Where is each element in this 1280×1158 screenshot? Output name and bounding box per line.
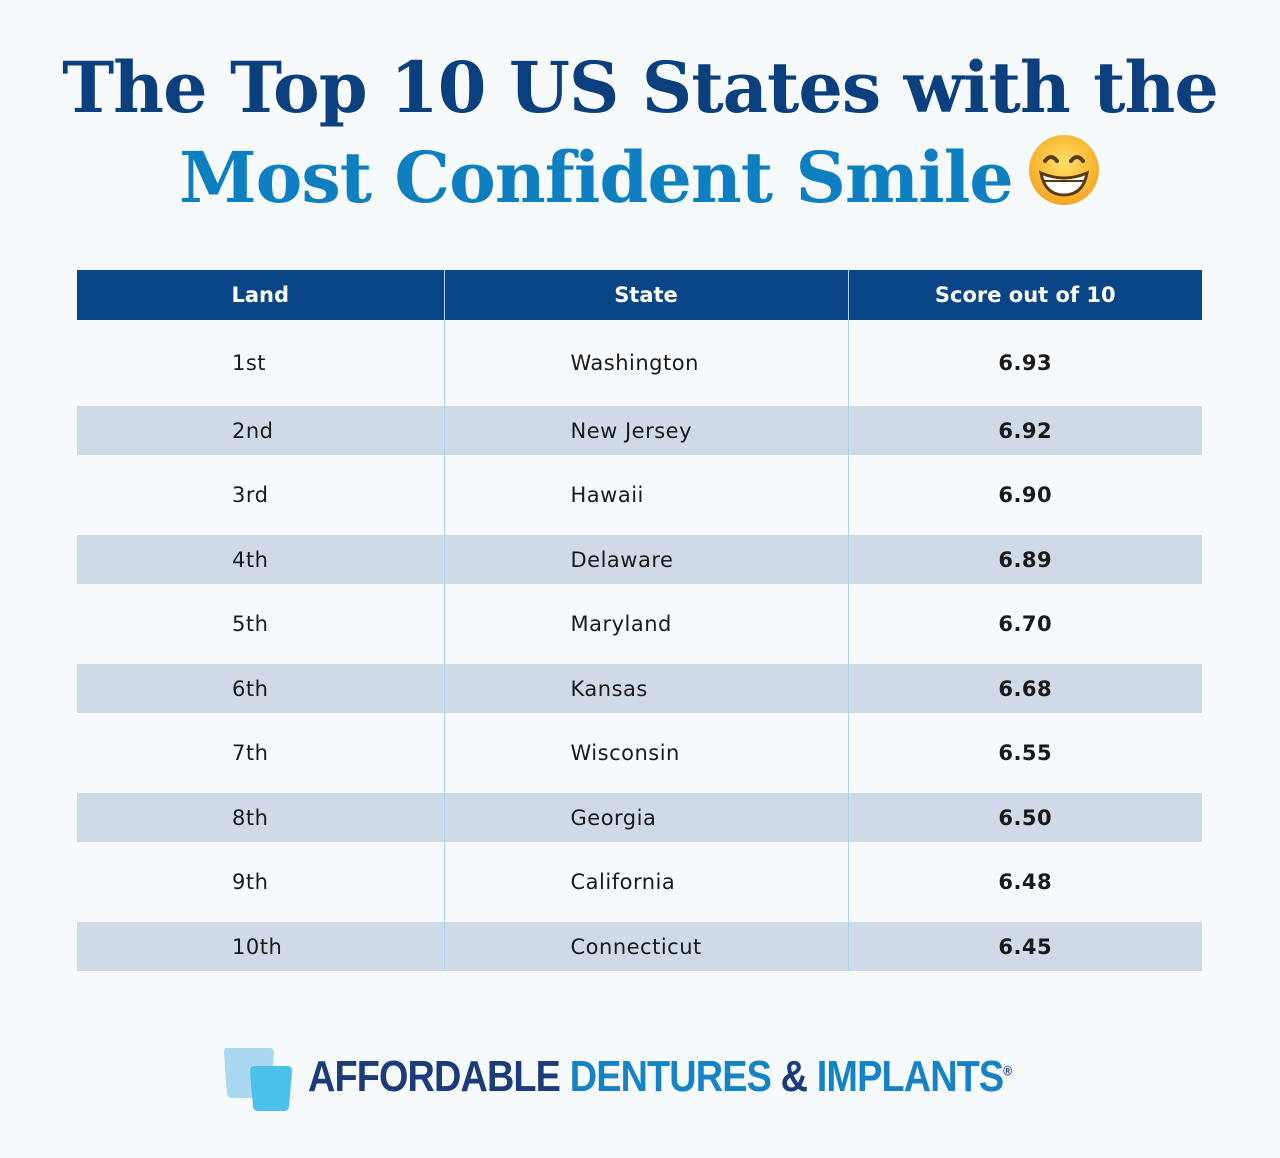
rank-cell: 3rd <box>77 455 445 535</box>
rank-cell: 1st <box>77 320 445 406</box>
header-score: Score out of 10 <box>848 270 1202 320</box>
title-line-2: Most Confident Smile <box>0 133 1280 230</box>
state-cell: Georgia <box>444 793 849 842</box>
state-cell: Maryland <box>444 584 849 664</box>
table-row: 9th California 6.48 <box>77 842 1202 922</box>
title-line-2-text: Most Confident Smile <box>179 136 1014 219</box>
score-cell: 6.48 <box>998 870 1053 894</box>
table-row: 10th Connecticut 6.45 <box>77 922 1202 971</box>
score-cell: 6.68 <box>848 664 1202 713</box>
rank-cell: 2nd <box>77 406 445 455</box>
rank-cell: 9th <box>77 842 445 922</box>
state-cell: Wisconsin <box>444 713 849 793</box>
brand-part-1: AFFORDABLE <box>308 1052 561 1101</box>
table-row: 5th Maryland 6.70 <box>77 584 1202 664</box>
score-cell: 6.50 <box>848 793 1202 842</box>
rank-cell: 6th <box>77 664 445 713</box>
table-row: 7th Wisconsin 6.55 <box>77 713 1202 793</box>
score-cell: 6.92 <box>848 406 1202 455</box>
table-header: Land State Score out of 10 <box>77 270 1202 320</box>
tooth-logo-icon <box>224 1048 292 1111</box>
table-row: 2nd New Jersey 6.92 <box>77 406 1202 455</box>
table-row: 3rd Hawaii 6.90 <box>77 455 1202 535</box>
state-cell: New Jersey <box>444 406 849 455</box>
brand-part-2: DENTURES <box>569 1052 772 1101</box>
state-cell: Connecticut <box>444 922 849 971</box>
brand-amp: & <box>780 1052 808 1101</box>
brand-logo: AFFORDABLE DENTURES & IMPLANTS® <box>222 1046 1082 1112</box>
grinning-face-icon <box>1027 133 1101 224</box>
state-cell: Kansas <box>444 664 849 713</box>
brand-part-3: IMPLANTS <box>816 1052 1004 1101</box>
brand-name: AFFORDABLE DENTURES & IMPLANTS® <box>308 1052 1012 1102</box>
table-row: 4th Delaware 6.89 <box>77 535 1202 584</box>
score-cell: 6.70 <box>998 612 1053 636</box>
rank-cell: 10th <box>77 922 445 971</box>
rank-cell: 5th <box>77 584 445 664</box>
score-cell: 6.90 <box>998 483 1053 507</box>
rank-cell: 4th <box>77 535 445 584</box>
title-line-1: The Top 10 US States with the <box>62 46 1219 129</box>
table-row: 1st Washington 6.93 <box>77 320 1202 406</box>
rank-cell: 7th <box>77 713 445 793</box>
score-cell: 6.89 <box>848 535 1202 584</box>
table-row: 6th Kansas 6.68 <box>77 664 1202 713</box>
registered-mark: ® <box>1003 1062 1012 1079</box>
ranking-table: Land State Score out of 10 1st Washington… <box>77 270 1202 971</box>
state-cell: California <box>444 842 849 922</box>
state-cell: Washington <box>444 320 849 406</box>
header-state: State <box>444 270 849 320</box>
header-land: Land <box>77 270 445 320</box>
score-cell: 6.55 <box>998 741 1053 765</box>
state-cell: Delaware <box>444 535 849 584</box>
score-cell: 6.93 <box>998 351 1053 375</box>
state-cell: Hawaii <box>444 455 849 535</box>
rank-cell: 8th <box>77 793 445 842</box>
table-row: 8th Georgia 6.50 <box>77 793 1202 842</box>
score-cell: 6.45 <box>848 922 1202 971</box>
